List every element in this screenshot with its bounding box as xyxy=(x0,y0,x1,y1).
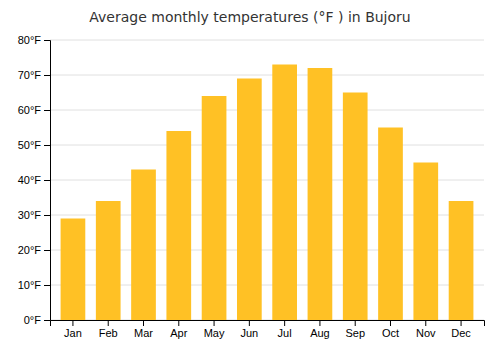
grid-line xyxy=(50,40,484,41)
bars xyxy=(61,65,474,321)
grid-line xyxy=(50,75,484,76)
bar xyxy=(166,131,191,320)
tick-label: 0°F xyxy=(24,314,42,326)
tick-label: 10°F xyxy=(18,279,42,291)
tick: Jun xyxy=(240,320,258,339)
tick-label: 20°F xyxy=(18,244,42,256)
tick: 60°F xyxy=(18,104,50,116)
tick: Nov xyxy=(416,320,436,339)
grid-line xyxy=(50,110,484,111)
tick-label: Feb xyxy=(99,327,118,339)
bar xyxy=(272,65,297,321)
tick: Aug xyxy=(310,320,330,339)
tick: Feb xyxy=(99,320,118,339)
tick-label: Dec xyxy=(451,327,471,339)
tick-label: Sep xyxy=(345,327,365,339)
tick: 30°F xyxy=(18,209,50,221)
tick-mark xyxy=(284,320,285,326)
title: Average monthly temperatures (°F ) in Bu… xyxy=(89,9,410,25)
tick-label: 40°F xyxy=(18,174,42,186)
x-axis: Jan Feb Mar Apr May Jun Jul Aug Sep Oct Nov Dec xyxy=(51,320,485,339)
tick-label: Mar xyxy=(134,327,153,339)
tick: 80°F xyxy=(18,34,50,46)
tick-label: 50°F xyxy=(18,139,42,151)
tick: Mar xyxy=(134,320,153,339)
tick: 10°F xyxy=(18,279,50,291)
tick-label: Jun xyxy=(240,327,258,339)
bar xyxy=(413,163,438,321)
tick: Sep xyxy=(345,320,365,339)
tick-mark xyxy=(319,320,320,326)
grid-line xyxy=(50,145,484,146)
tick-mark xyxy=(44,110,50,111)
tick-mark xyxy=(44,75,50,76)
bar xyxy=(96,201,121,320)
tick: Jan xyxy=(64,320,82,339)
tick: Dec xyxy=(451,320,471,339)
tick-label: Jul xyxy=(278,327,292,339)
axis-line xyxy=(51,321,485,327)
tick: Apr xyxy=(170,320,187,339)
tick-label: 60°F xyxy=(18,104,42,116)
bar xyxy=(131,170,156,321)
tick-mark xyxy=(44,180,50,181)
tick-mark xyxy=(44,40,50,41)
tick: 20°F xyxy=(18,244,50,256)
tick-label: 70°F xyxy=(18,69,42,81)
tick-mark xyxy=(461,320,462,326)
tick-label: 30°F xyxy=(18,209,42,221)
tick: 0°F xyxy=(24,314,50,326)
tick-label: Aug xyxy=(310,327,330,339)
tick: Oct xyxy=(382,320,399,339)
tick-mark xyxy=(44,215,50,216)
bar xyxy=(449,201,474,320)
tick-label: 80°F xyxy=(18,34,42,46)
bar xyxy=(202,96,227,320)
tick-mark xyxy=(44,145,50,146)
tick-mark xyxy=(44,320,50,321)
tick-label: Jan xyxy=(64,327,82,339)
tick-label: Nov xyxy=(416,327,436,339)
tick: May xyxy=(204,320,225,339)
axis-line xyxy=(44,41,51,321)
tick-mark xyxy=(44,250,50,251)
tick-mark xyxy=(249,320,250,326)
tick-mark xyxy=(72,320,73,326)
bar xyxy=(308,68,333,320)
tick-mark xyxy=(44,285,50,286)
tick-mark xyxy=(178,320,179,326)
tick-mark xyxy=(425,320,426,326)
bar xyxy=(343,93,368,321)
bar xyxy=(61,219,86,321)
plot: Jan Feb Mar Apr May Jun Jul Aug Sep Oct Nov Dec 0°F 1… xyxy=(18,34,485,339)
tick-mark xyxy=(214,320,215,326)
tick-mark xyxy=(143,320,144,326)
tick-mark xyxy=(390,320,391,326)
grid xyxy=(50,40,484,320)
tick: 40°F xyxy=(18,174,50,186)
tick-mark xyxy=(108,320,109,326)
tick: 70°F xyxy=(18,69,50,81)
y-axis: 0°F 10°F 20°F 30°F 40°F 50°F 60°F 70°F 80°F xyxy=(18,34,51,326)
tick-label: Apr xyxy=(170,327,187,339)
tick: 50°F xyxy=(18,139,50,151)
bar xyxy=(237,79,262,321)
bar xyxy=(378,128,403,321)
tick-label: Oct xyxy=(382,327,399,339)
tick-mark xyxy=(355,320,356,326)
tick: Jul xyxy=(278,320,292,339)
tick-label: May xyxy=(204,327,225,339)
chart: Average monthly temperatures (°F ) in Bu… xyxy=(0,0,500,350)
